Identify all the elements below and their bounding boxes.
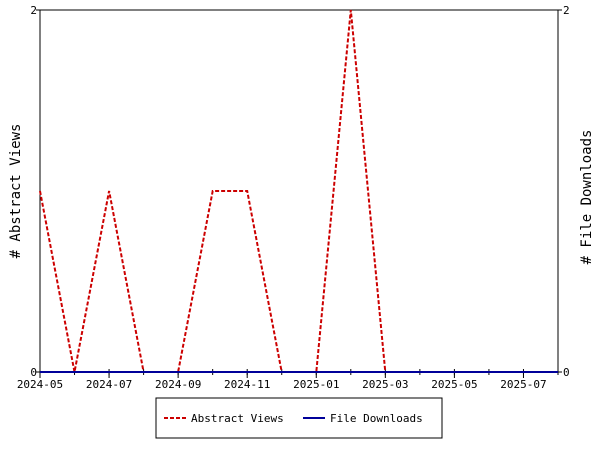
y-tick-label-left: 0 <box>30 366 37 379</box>
abstract-views-line <box>39 9 558 373</box>
plot-frame <box>39 9 559 373</box>
legend: Abstract Views File Downloads <box>155 397 443 439</box>
y-axes: 0 2 0 2 <box>30 4 569 379</box>
x-tick-label: 2024-11 <box>224 378 270 391</box>
y-axis-title-right: # File Downloads <box>579 130 595 265</box>
x-tick-label: 2025-05 <box>431 378 477 391</box>
y-axis-title-left: # Abstract Views <box>8 124 24 259</box>
x-tick-label: 2024-09 <box>155 378 201 391</box>
legend-label-file-downloads: File Downloads <box>330 412 423 425</box>
y-tick-label-left: 2 <box>30 4 37 17</box>
y-tick-label-right: 2 <box>563 4 570 17</box>
legend-box <box>155 397 443 439</box>
x-tick-label: 2024-07 <box>86 378 132 391</box>
series-layer <box>39 9 558 373</box>
x-tick-label: 2024-05 <box>17 378 63 391</box>
x-tick-label: 2025-01 <box>293 378 339 391</box>
y-tick-label-right: 0 <box>563 366 570 379</box>
x-tick-label: 2025-03 <box>362 378 408 391</box>
legend-label-abstract-views: Abstract Views <box>191 412 284 425</box>
x-axis: 2024-05 2024-07 2024-09 2024-11 2025-01 2025-… <box>17 369 559 391</box>
x-tick-label: 2025-07 <box>500 378 546 391</box>
plot-border <box>39 9 559 373</box>
